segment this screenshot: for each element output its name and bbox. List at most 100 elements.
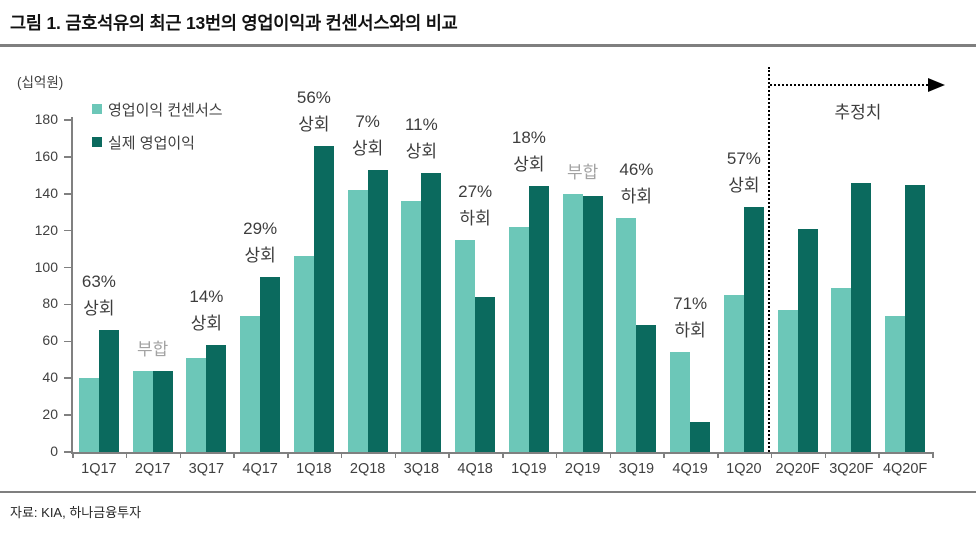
- bar-consensus-4Q18: [455, 239, 476, 452]
- bar-consensus-2Q18: [347, 190, 368, 452]
- x-label-3Q18: 3Q18: [403, 461, 440, 477]
- annotation-2Q19: 부합: [566, 162, 599, 182]
- bar-consensus-3Q19: [616, 217, 637, 452]
- x-tick-1: [125, 452, 128, 458]
- y-tick-label-100: 100: [34, 258, 58, 275]
- y-tick-40: [64, 377, 71, 379]
- bar-actual-2Q18: [367, 169, 388, 452]
- y-tick-100: [64, 266, 71, 269]
- y-tick-label-180: 180: [34, 111, 58, 127]
- y-tick-20: [64, 414, 71, 416]
- annotation-1Q19: 18% 상회: [511, 128, 546, 175]
- legend-label-actual: 실제 영업이익: [108, 134, 195, 152]
- y-axis-line: [71, 117, 73, 453]
- annotation-3Q19: 46% 하회: [619, 159, 654, 206]
- x-tick-5: [340, 452, 343, 458]
- x-tick-3: [233, 452, 235, 458]
- x-axis-line: [71, 452, 932, 454]
- x-label-4Q18: 4Q18: [457, 461, 493, 477]
- bar-actual-1Q17: [98, 330, 119, 452]
- annotation-4Q19: 71% 하회: [673, 294, 708, 341]
- x-tick-11: [663, 452, 665, 458]
- bar-actual-4Q17: [260, 276, 281, 452]
- bar-actual-3Q19: [636, 324, 657, 452]
- bar-actual-1Q19: [528, 186, 549, 452]
- x-label-3Q19: 3Q19: [618, 461, 655, 477]
- bar-actual-4Q20F: [905, 184, 926, 452]
- x-label-1Q17: 1Q17: [81, 461, 117, 477]
- x-tick-10: [609, 452, 611, 458]
- y-tick-label-140: 140: [34, 184, 58, 201]
- annotation-1Q18: 56% 상회: [296, 87, 331, 134]
- bar-consensus-1Q18: [293, 256, 314, 452]
- x-label-2Q20F: 2Q20F: [775, 461, 820, 477]
- forecast-label: 추정치: [834, 103, 882, 122]
- y-tick-0: [64, 451, 71, 453]
- annotation-4Q18: 27% 하회: [458, 181, 493, 228]
- bar-consensus-4Q20F: [885, 315, 906, 452]
- bar-actual-4Q19: [690, 422, 711, 452]
- annotation-3Q17: 14% 상회: [189, 287, 224, 334]
- x-label-3Q20F: 3Q20F: [829, 461, 874, 477]
- bar-actual-2Q20F: [797, 228, 818, 452]
- y-tick-180: [64, 119, 71, 121]
- x-label-1Q18: 1Q18: [296, 461, 332, 477]
- bar-consensus-4Q17: [240, 315, 261, 452]
- chart-legend: 영업이익 컨센서스 실제 영업이익: [92, 99, 223, 165]
- bar-actual-1Q18: [313, 145, 334, 452]
- x-label-2Q19: 2Q19: [564, 461, 601, 477]
- x-tick-0: [72, 452, 74, 458]
- bar-consensus-1Q17: [78, 378, 99, 452]
- bar-actual-3Q20F: [851, 182, 872, 452]
- bar-actual-4Q18: [475, 297, 496, 452]
- bar-actual-3Q18: [421, 173, 442, 452]
- legend-item-actual: 실제 영업이익: [92, 132, 223, 152]
- bar-consensus-3Q18: [401, 201, 422, 452]
- bar-consensus-2Q17: [132, 370, 153, 452]
- x-tick-7: [448, 452, 450, 458]
- legend-label-consensus: 영업이익 컨센서스: [108, 101, 223, 119]
- x-tick-14: [824, 452, 826, 458]
- x-label-2Q17: 2Q17: [134, 461, 171, 477]
- x-tick-9: [555, 452, 558, 458]
- x-label-2Q18: 2Q18: [349, 461, 386, 477]
- bar-consensus-1Q20: [723, 295, 744, 452]
- annotation-2Q18: 7% 상회: [351, 111, 384, 158]
- forecast-arrow-line: [770, 84, 928, 86]
- annotation-3Q18: 11% 상회: [404, 115, 438, 162]
- bar-actual-1Q20: [743, 206, 764, 452]
- y-tick-60: [64, 340, 71, 343]
- y-tick-160: [64, 156, 71, 158]
- y-tick-label-40: 40: [42, 369, 58, 386]
- legend-item-consensus: 영업이익 컨센서스: [92, 99, 223, 119]
- footer-divider: [0, 491, 976, 493]
- x-label-4Q20F: 4Q20F: [882, 461, 928, 477]
- x-tick-2: [179, 452, 181, 458]
- forecast-divider-line: [768, 67, 770, 452]
- x-label-3Q17: 3Q17: [188, 461, 225, 477]
- bar-consensus-2Q19: [562, 193, 583, 452]
- bar-actual-2Q19: [582, 195, 603, 452]
- x-label-1Q20: 1Q20: [726, 461, 762, 477]
- bar-actual-2Q17: [152, 370, 173, 452]
- y-tick-label-60: 60: [42, 332, 58, 349]
- y-tick-80: [64, 303, 71, 306]
- x-label-1Q19: 1Q19: [511, 461, 547, 477]
- y-tick-label-160: 160: [34, 147, 58, 164]
- y-tick-label-80: 80: [42, 295, 58, 312]
- y-axis-unit-label: (십억원): [17, 75, 64, 90]
- figure-title: 그림 1. 금호석유의 최근 13번의 영업이익과 컨센서스와의 비교: [10, 13, 458, 33]
- annotation-1Q20: 57% 상회: [726, 148, 761, 195]
- legend-swatch-consensus-icon: [92, 104, 102, 114]
- y-tick-label-20: 20: [42, 406, 58, 423]
- annotation-1Q17: 63% 상회: [81, 272, 116, 319]
- legend-swatch-actual-icon: [92, 137, 102, 147]
- x-tick-8: [502, 452, 504, 458]
- bar-consensus-4Q19: [670, 352, 691, 452]
- y-tick-140: [64, 193, 71, 195]
- y-tick-120: [64, 229, 71, 232]
- x-tick-12: [717, 452, 719, 458]
- x-label-4Q19: 4Q19: [672, 461, 708, 477]
- x-tick-4: [287, 452, 289, 458]
